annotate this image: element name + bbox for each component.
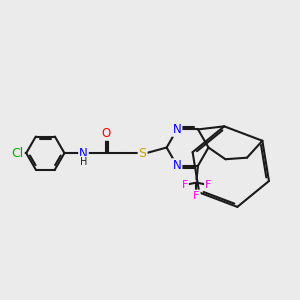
Text: F: F: [193, 190, 200, 200]
Text: N: N: [173, 159, 182, 172]
Text: F: F: [182, 180, 188, 190]
Text: N: N: [173, 123, 182, 136]
Text: S: S: [139, 147, 147, 160]
Text: O: O: [101, 127, 110, 140]
Text: H: H: [80, 157, 87, 167]
Text: F: F: [205, 180, 211, 190]
Text: Cl: Cl: [11, 147, 24, 160]
Text: N: N: [79, 147, 88, 160]
